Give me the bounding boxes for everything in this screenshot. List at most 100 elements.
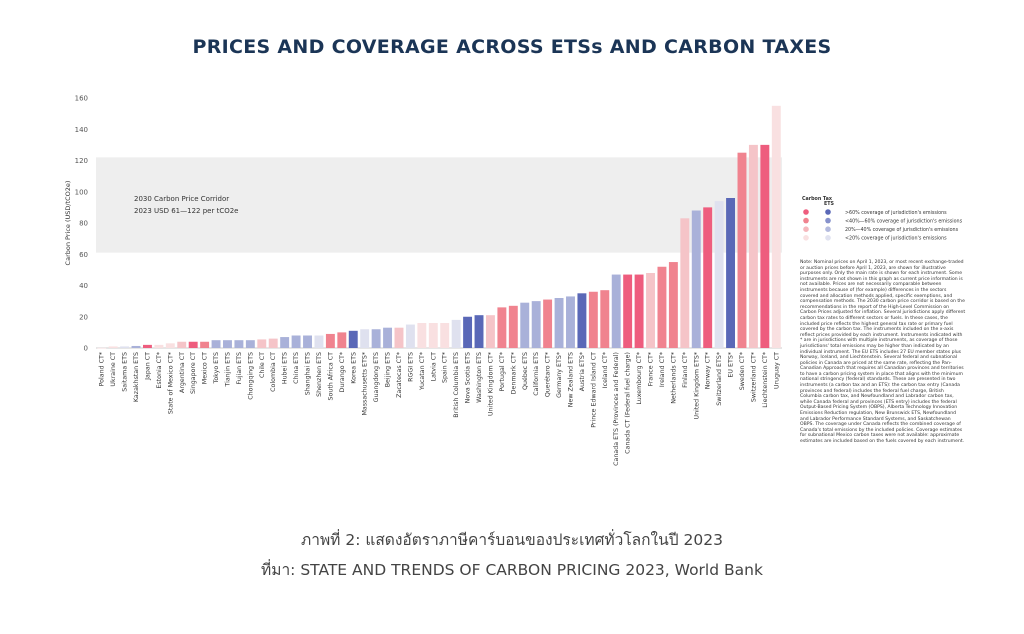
bar [485, 315, 495, 348]
bar [154, 344, 164, 348]
price-corridor: 2030 Carbon Price Corridor 2023 USD 61—12… [96, 157, 782, 253]
category-label: Poland CT* [99, 352, 106, 386]
category-label: Finland CT* [682, 352, 689, 388]
x-axis-labels: Poland CT* Ukraine CT Saitama ETS Kazakhsta… [99, 352, 781, 466]
bar [394, 327, 404, 348]
category-label: Mexico CT [202, 352, 209, 384]
y-tick-label: 140 [75, 126, 88, 134]
category-label: Durango CT* [339, 352, 346, 393]
bar [268, 338, 278, 348]
category-label: Colombia CT [270, 352, 277, 392]
bar [588, 291, 598, 348]
bar [257, 339, 267, 348]
bar [280, 337, 290, 348]
legend-label: <20% coverage of jurisdiction's emission… [845, 236, 947, 242]
category-label: Hubei ETS [282, 352, 289, 384]
legend-swatch-tax [803, 217, 809, 224]
category-label: New Zealand ETS [567, 352, 574, 407]
category-label: Tokyo ETS [213, 352, 220, 384]
category-label: France CT* [648, 352, 655, 386]
category-label: Fujian ETS [236, 352, 243, 384]
category-label: Zacatecas CT* [396, 352, 403, 398]
category-label: Netherlands CT* [670, 352, 677, 404]
bar [703, 207, 713, 348]
category-label: Germany ETS* [556, 352, 563, 398]
category-label: Canada ETS (Provinces and Federal) [613, 352, 620, 466]
bar [623, 274, 633, 348]
bar [131, 345, 141, 348]
legend-label: >60% coverage of jurisdiction's emission… [845, 210, 947, 216]
category-label: Estonia CT* [156, 352, 163, 389]
category-label: Sweden CT* [739, 352, 746, 390]
chart-note: Note: Nominal prices on April 1, 2023, o… [800, 260, 966, 444]
category-label: Prince Edward Island CT [590, 352, 597, 428]
bar [165, 343, 175, 348]
corridor-label-2: 2023 USD 61—122 per tCO2e [134, 207, 238, 215]
category-label: South Africa CT [327, 352, 334, 401]
bar [451, 319, 461, 348]
category-label: Querétaro CT* [544, 352, 552, 397]
bar [405, 324, 415, 348]
category-label: Chongqing ETS [247, 352, 254, 400]
category-label: Washington ETS [476, 352, 483, 403]
bar [543, 299, 553, 348]
bar [554, 298, 564, 348]
bar [657, 266, 667, 348]
bar [200, 341, 210, 348]
bars [97, 105, 781, 349]
legend-head-ets: ETS [824, 201, 835, 207]
bar [680, 218, 690, 348]
category-label: Austria ETS* [579, 352, 586, 391]
category-label: Latvia CT [430, 352, 437, 382]
bar [348, 330, 358, 348]
bar [531, 301, 541, 348]
bar [234, 340, 244, 348]
category-label: Singapore CT [190, 352, 197, 394]
bar [577, 293, 587, 348]
bar [474, 315, 484, 348]
bar [383, 327, 393, 348]
bar [108, 346, 118, 348]
y-tick-label: 100 [75, 188, 88, 196]
page-title: PRICES AND COVERAGE ACROSS ETSs AND CARB… [192, 36, 832, 58]
category-label: Saitama ETS [122, 352, 129, 392]
legend-swatch-tax [803, 209, 809, 215]
bar [600, 290, 610, 348]
category-label: Massachusetts ETS* [362, 352, 369, 416]
bar [291, 335, 301, 348]
category-label: United Kingdom CT* [487, 352, 494, 416]
legend-swatch-ets [825, 217, 831, 224]
category-label: Korea ETS [350, 352, 357, 384]
bar [325, 333, 335, 348]
bar [691, 210, 701, 348]
category-label: Switzerland CT* [750, 352, 757, 402]
bar [142, 344, 152, 348]
legend-swatch-ets [825, 209, 831, 215]
y-axis-title: Carbon Price (USD/tCO2e) [64, 181, 72, 266]
bar [611, 274, 621, 348]
category-label: Switzerland ETS* [716, 352, 723, 406]
bar [428, 323, 438, 348]
bar [417, 323, 427, 348]
bar [737, 152, 747, 348]
bar [223, 340, 232, 348]
category-label: RGGI ETS [407, 352, 414, 382]
bar [303, 335, 312, 348]
category-label: Yucatan CT* [419, 352, 426, 391]
bar-chart: 2030 Carbon Price Corridor 2023 USD 61—12… [64, 95, 963, 466]
legend-label: <40%—60% coverage of jurisdiction's emis… [845, 218, 963, 224]
category-label: Guangdong ETS [373, 352, 380, 402]
y-tick-label: 120 [75, 157, 88, 165]
category-label: Nova Scotia ETS [465, 352, 472, 403]
corridor-label-1: 2030 Carbon Price Corridor [134, 195, 229, 203]
corridor-band [96, 157, 782, 253]
category-label: Kazakhstan ETS [133, 352, 140, 402]
y-tick-label: 160 [75, 95, 88, 103]
y-tick-label: 60 [79, 251, 88, 259]
category-label: Portugal CT* [499, 352, 506, 391]
bar [760, 144, 770, 348]
y-tick-label: 0 [84, 345, 88, 353]
category-label: Ukraine CT [110, 352, 117, 387]
category-label: Québec ETS [521, 352, 529, 390]
category-label: California ETS [533, 352, 540, 396]
